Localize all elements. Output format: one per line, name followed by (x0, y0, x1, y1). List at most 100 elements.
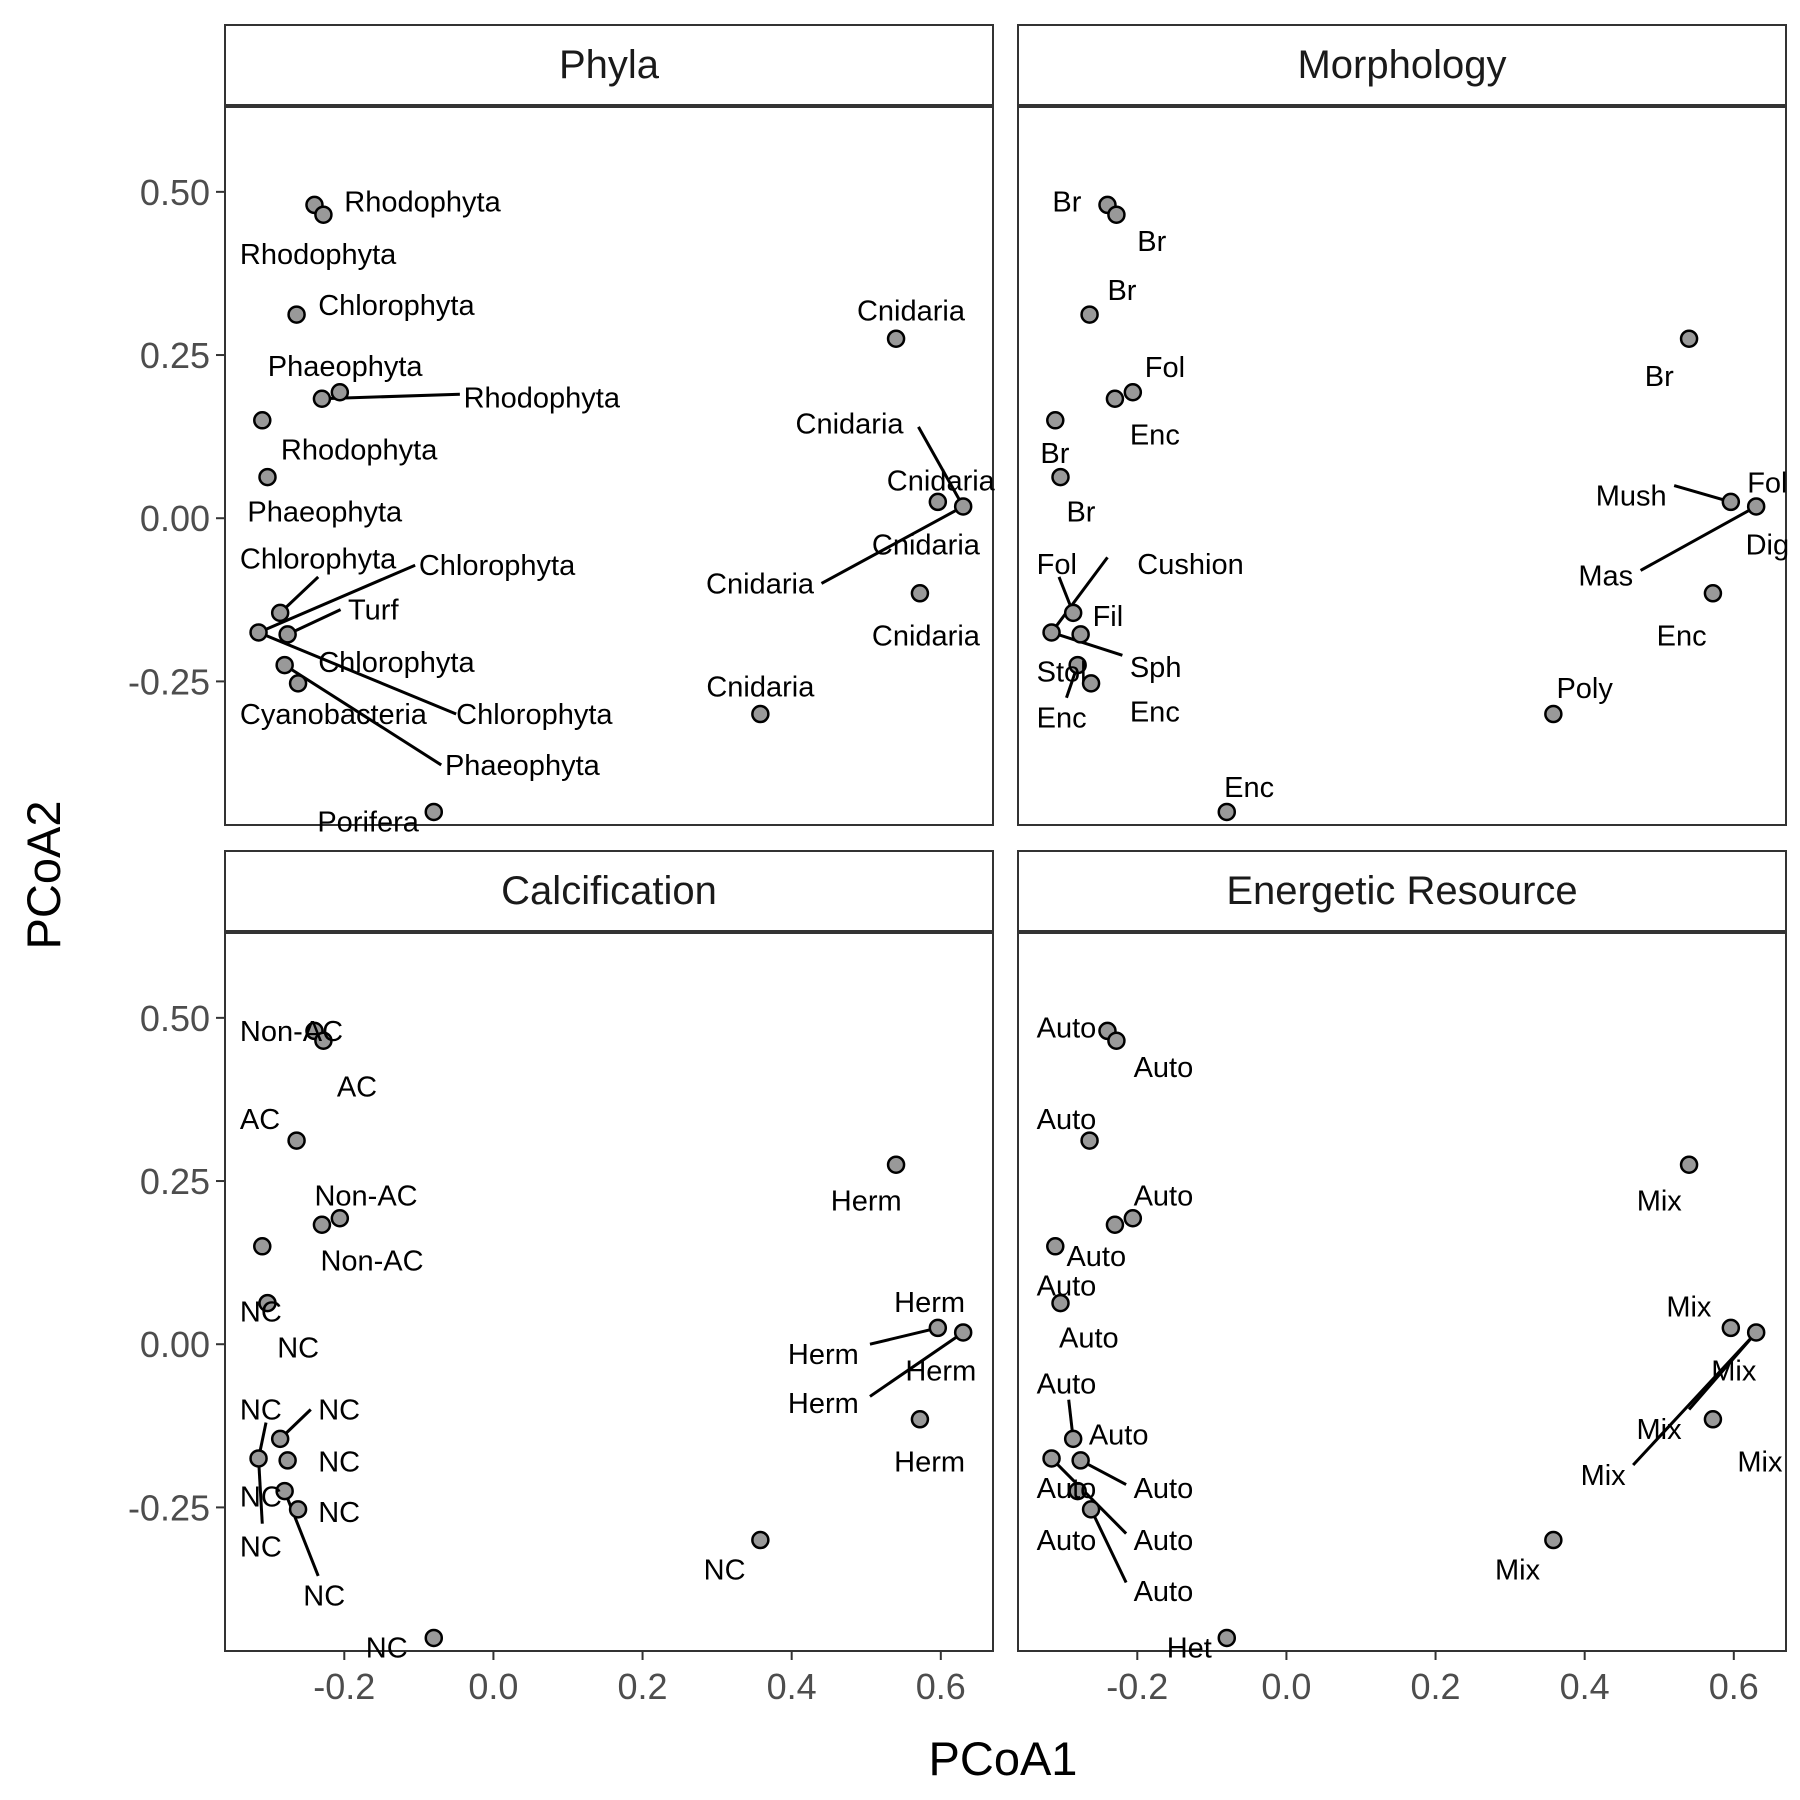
point-label: Auto (1134, 1576, 1194, 1608)
point-label: NC (240, 1394, 282, 1426)
data-point (1123, 382, 1143, 402)
point-label: Fil (1093, 601, 1124, 633)
point-label: Auto (1037, 1013, 1097, 1045)
axes-layer: 0.50 0.25 0.00 -0.25 0.50 0.25 0.00 -0.25 -0.2 0.… (128, 172, 1759, 1707)
panel-calcification: CalcificationNon-ACACACNon-ACNon-ACNCNCN… (224, 850, 994, 1665)
point-label: Br (1645, 361, 1674, 393)
strip-title: Phyla (559, 43, 660, 87)
point-label: Enc (1224, 772, 1274, 804)
panels-layer: Phyla Rhodophyta Rhodophyta Chlorophyta Phae… (224, 24, 1789, 1665)
point-label: Non-AC (240, 1016, 343, 1048)
strip-box (224, 850, 994, 932)
data-point (1071, 1451, 1090, 1470)
point-label: Chlorophyta (318, 647, 475, 679)
data-point (1071, 625, 1090, 644)
point-label: NC (240, 1297, 282, 1329)
data-point (1544, 1530, 1563, 1550)
leader-line (1051, 631, 1123, 657)
data-point (1679, 1155, 1699, 1174)
data-point (1068, 655, 1087, 675)
data-point (1046, 1237, 1065, 1256)
leader-line (257, 1458, 264, 1524)
x-tick-label: 0.6 (916, 1666, 966, 1707)
leader-line (917, 426, 965, 508)
point-label: Auto (1134, 1052, 1194, 1084)
point-label: Mix (1666, 1291, 1712, 1323)
point-label: Auto (1037, 1270, 1097, 1302)
leader-line (286, 608, 342, 636)
data-point (312, 1215, 332, 1235)
point-label: Auto (1089, 1419, 1149, 1451)
strip-title: Energetic Resource (1226, 869, 1577, 913)
leader-line (869, 1326, 939, 1346)
point-label: Turf (348, 595, 399, 627)
point-label: Chlorophyta (318, 290, 475, 322)
data-point (1721, 492, 1741, 512)
data-point (910, 584, 930, 603)
point-label: AC (337, 1071, 377, 1103)
data-point (312, 389, 332, 409)
leader-line (257, 563, 416, 634)
x-tick-label: 0.2 (618, 1666, 668, 1707)
point-label: NC (318, 1447, 360, 1479)
data-point (1123, 1208, 1143, 1228)
point-label: Stol (1037, 657, 1087, 689)
point-label: Non-AC (314, 1180, 417, 1212)
point-label: Herm (831, 1186, 902, 1218)
point-label: Het (1167, 1633, 1212, 1665)
point-label: Mas (1578, 561, 1633, 593)
data-point (1080, 1131, 1099, 1150)
point-label: Cnidaria (796, 409, 905, 441)
point-label: Cnidaria (706, 568, 815, 600)
point-label: NC (240, 1532, 282, 1564)
panel-border (1017, 106, 1787, 826)
leader-line (257, 631, 457, 716)
point-label: Cnidaria (872, 529, 981, 561)
point-label: Non-AC (320, 1246, 423, 1278)
point-label: Rhodophyta (240, 239, 397, 271)
data-point (751, 704, 770, 724)
y-tick-label: -0.25 (128, 1487, 210, 1528)
data-point (278, 625, 297, 644)
point-label: Auto (1037, 1525, 1097, 1557)
point-label: NC (704, 1554, 746, 1586)
point-label: Cnidaria (872, 621, 981, 653)
point-label: Poly (1556, 673, 1613, 705)
strip-title: Morphology (1297, 43, 1506, 87)
point-label: Rhodophyta (464, 382, 621, 414)
panel-border (224, 106, 994, 826)
data-point (270, 603, 290, 623)
point-label: Auto (1066, 1241, 1126, 1273)
point-label: Auto (1037, 1473, 1097, 1505)
data-point (886, 329, 906, 348)
data-point (270, 1429, 290, 1449)
point-label: Herm (788, 1388, 859, 1420)
point-label: Auto (1037, 1104, 1097, 1136)
data-point (886, 1155, 906, 1174)
strip-box (224, 24, 994, 106)
data-point (928, 1318, 948, 1338)
panel-border (224, 932, 994, 1652)
y-tick-label: 0.25 (140, 1161, 210, 1202)
data-point (1721, 1318, 1741, 1338)
strip-box (1017, 850, 1787, 932)
y-tick-label: 0.25 (140, 335, 210, 376)
data-point (1068, 1481, 1087, 1501)
data-point (1217, 1628, 1237, 1648)
x-tick-label: 0.6 (1709, 1666, 1759, 1707)
point-label: Enc (1037, 702, 1087, 734)
data-point (1042, 1449, 1061, 1468)
point-label: Auto (1059, 1323, 1119, 1355)
x-tick-label: -0.2 (313, 1666, 375, 1707)
point-label: Cushion (1137, 549, 1243, 581)
point-label: Sph (1130, 652, 1182, 684)
y-tick-label: 0.50 (140, 998, 210, 1039)
point-label: Porifera (317, 807, 419, 839)
data-point (928, 492, 948, 512)
point-label: NC (366, 1633, 408, 1665)
data-point (1703, 584, 1723, 603)
point-label: Herm (905, 1355, 976, 1387)
data-point (287, 305, 306, 324)
point-label: Fol (1037, 549, 1077, 581)
